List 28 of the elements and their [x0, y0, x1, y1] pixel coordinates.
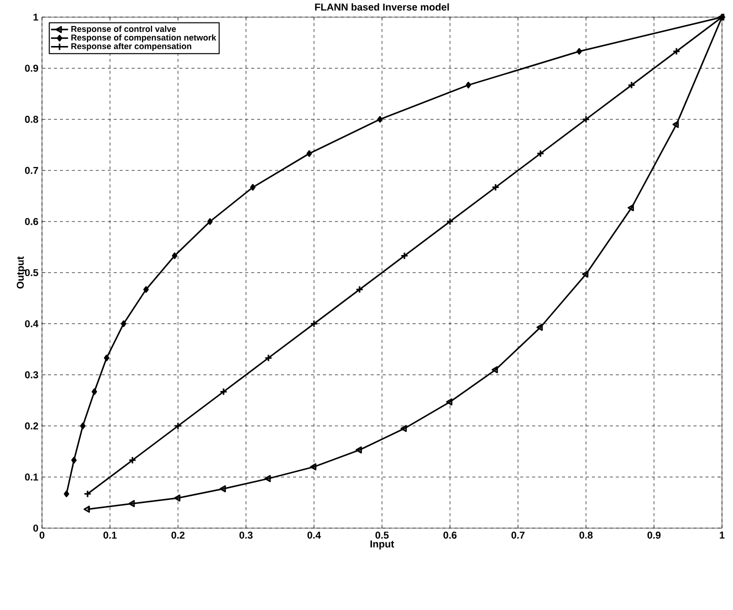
- y-tick-label: 0.1: [25, 473, 38, 480]
- y-tick-label: 0.4: [25, 320, 38, 328]
- x-tick-label: 0.5: [375, 532, 389, 539]
- x-tick-label: 0.7: [511, 532, 524, 539]
- y-tick-label: 0.5: [25, 269, 38, 276]
- x-tick-label: 1: [720, 532, 724, 538]
- x-tick-label: 0.1: [103, 532, 117, 539]
- legend-label: Response after compensation: [71, 42, 192, 51]
- x-axis-title: Input: [370, 540, 394, 550]
- y-tick-label: 0.3: [25, 371, 38, 378]
- y-tick-label: 0.8: [25, 116, 38, 123]
- x-tick-label: 0.2: [171, 532, 185, 539]
- y-axis-title: Output: [16, 256, 26, 288]
- y-tick-label: 0.6: [25, 218, 38, 225]
- legend-label: Response of control valve: [71, 26, 176, 34]
- y-tick-label: 0.2: [25, 422, 38, 430]
- x-tick-label: 0.6: [443, 532, 457, 539]
- x-tick-label: 0: [40, 532, 44, 539]
- y-tick-label: 0.9: [25, 64, 38, 72]
- chart-title: FLANN based Inverse model: [315, 3, 449, 11]
- y-tick-label: 0: [33, 524, 38, 532]
- x-tick-label: 0.3: [239, 532, 253, 539]
- x-tick-label: 0.8: [579, 532, 593, 539]
- x-tick-label: 0.9: [647, 532, 661, 539]
- y-tick-label: 0.7: [25, 166, 38, 174]
- x-tick-label: 0.4: [307, 532, 321, 539]
- y-tick-label: 1: [34, 14, 38, 20]
- legend-label: Response of compensation network: [71, 34, 216, 42]
